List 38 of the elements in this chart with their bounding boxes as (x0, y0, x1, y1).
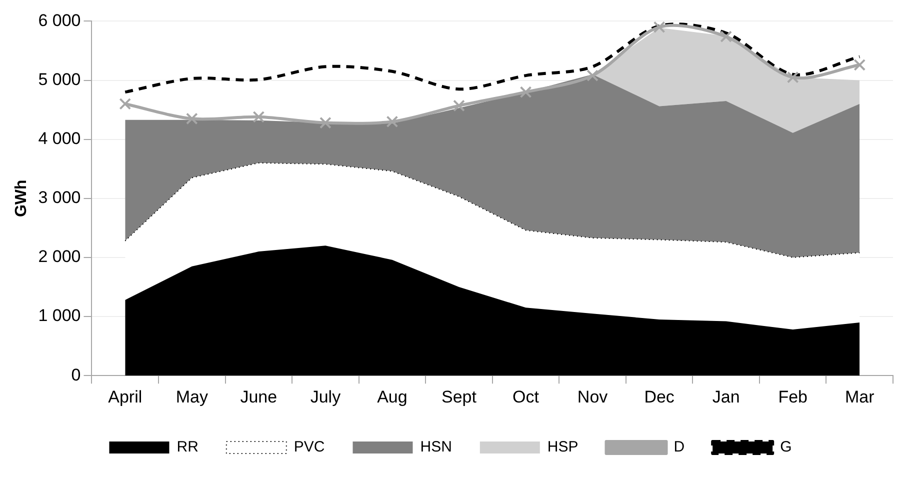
point (586, 70, 598, 82)
legend-label: D (674, 438, 685, 456)
y-tick-label: 6 000 (38, 10, 81, 30)
point (520, 86, 532, 98)
y-axis-title: GWh (13, 180, 30, 218)
legend-label: PVC (294, 438, 325, 456)
x-tick-label: Feb (778, 387, 808, 406)
point (252, 110, 265, 123)
y-tick-label: 3 000 (38, 188, 81, 208)
y-tick-label: 4 000 (38, 129, 81, 148)
y-tick-label: 5 000 (38, 70, 81, 89)
point (720, 30, 732, 43)
legend-label: RR (176, 438, 199, 456)
legend-label: HSN (420, 438, 452, 456)
y-tick-label: 0 (71, 365, 81, 384)
point (319, 116, 332, 129)
x-tick-label: Oct (512, 387, 540, 406)
x-tick-label: June (240, 387, 278, 406)
x-tick-label: Dec (644, 387, 675, 406)
point (119, 98, 132, 110)
point (653, 21, 666, 34)
x-tick-label: April (108, 387, 142, 406)
point (386, 116, 398, 128)
x-tick-label: July (310, 387, 342, 406)
point (453, 100, 465, 112)
point (786, 71, 799, 84)
x-tick-label: Mar (844, 387, 875, 406)
point (854, 58, 866, 71)
y-tick-label: 2 000 (38, 247, 81, 266)
legend-label: G (780, 438, 792, 456)
point (186, 112, 198, 125)
x-tick-label: Nov (577, 387, 608, 406)
x-tick-label: Sept (441, 387, 477, 406)
y-tick-label: 1 000 (38, 306, 81, 326)
x-tick-label: Aug (377, 387, 408, 406)
x-tick-label: May (176, 387, 208, 406)
x-tick-label: Jan (712, 387, 740, 406)
legend-label: HSP (547, 438, 578, 456)
